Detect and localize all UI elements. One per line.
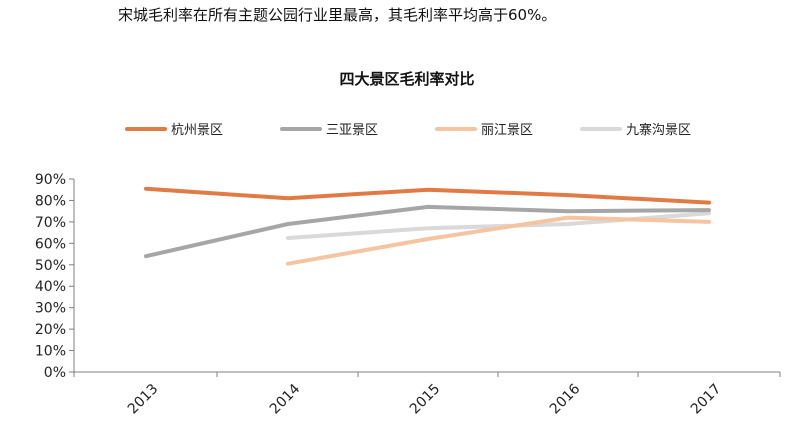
y-tick-label: 50% bbox=[35, 258, 66, 274]
x-tick-label: 2014 bbox=[267, 381, 304, 418]
x-axis: 2013 2014 2015 2016 2017 bbox=[73, 371, 781, 418]
legend-label: 九寨沟景区 bbox=[626, 122, 691, 138]
series-lines bbox=[144, 186, 711, 266]
legend-label: 丽江景区 bbox=[481, 123, 533, 138]
series-line-0 bbox=[144, 186, 711, 205]
y-axis: 0% 10% 20% 30% 40% 50% 60% 70% 80% 90% bbox=[35, 172, 75, 381]
y-tick-label: 60% bbox=[35, 236, 66, 252]
y-tick-label: 70% bbox=[35, 215, 66, 231]
series-line-2 bbox=[286, 215, 711, 266]
y-tick-label: 90% bbox=[35, 172, 66, 188]
y-tick-label: 80% bbox=[35, 193, 66, 209]
y-tick-label: 0% bbox=[44, 365, 66, 381]
legend-label: 三亚景区 bbox=[326, 123, 378, 138]
legend-label: 杭州景区 bbox=[171, 123, 223, 138]
intro-text: 宋城毛利率在所有主题公园行业里最高，其毛利率平均高于60%。 bbox=[118, 6, 557, 24]
y-tick-label: 30% bbox=[35, 301, 66, 317]
series-line-1 bbox=[144, 204, 711, 259]
x-tick-label: 2015 bbox=[407, 381, 444, 418]
chart-title: 四大景区毛利率对比 bbox=[339, 70, 474, 88]
y-tick-label: 10% bbox=[35, 344, 66, 360]
x-tick-label: 2013 bbox=[125, 381, 162, 418]
chart-legend: 杭州景区 三亚景区 丽江景区 九寨沟景区 bbox=[125, 122, 691, 138]
x-tick-label: 2016 bbox=[547, 381, 584, 418]
y-tick-label: 40% bbox=[35, 279, 66, 295]
x-tick-label: 2017 bbox=[688, 381, 725, 418]
y-tick-label: 20% bbox=[35, 322, 66, 338]
